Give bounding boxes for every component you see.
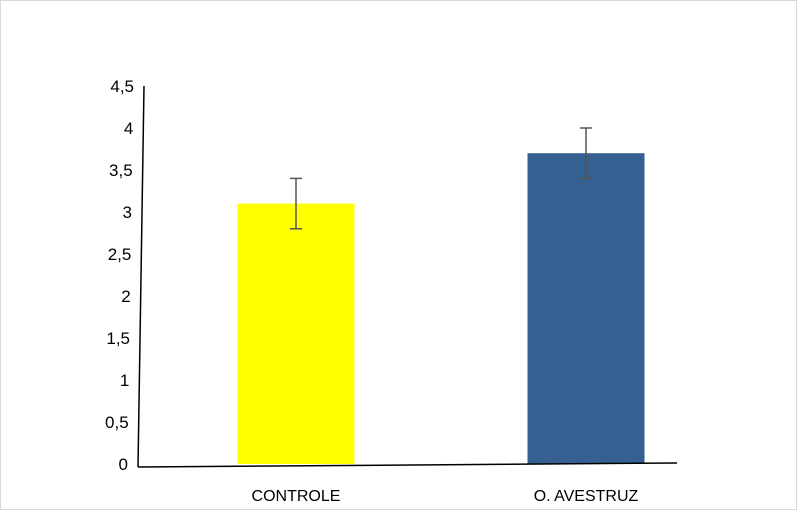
- bar-o-avestruz: [527, 153, 645, 464]
- y-tick-label: 2: [121, 287, 130, 306]
- y-tick-label: 0: [119, 455, 128, 474]
- y-tick-label: 3: [123, 203, 132, 222]
- y-axis-line: [137, 85, 145, 468]
- x-category-label: O. AVESTRUZ: [534, 488, 639, 505]
- y-tick-label: 4,5: [110, 77, 134, 96]
- y-tick-label: 3,5: [109, 161, 133, 180]
- y-tick-label: 0,5: [105, 413, 129, 432]
- y-tick-label: 1: [120, 371, 129, 390]
- y-tick-label: 2,5: [108, 245, 132, 264]
- x-category-label: CONTROLE: [252, 488, 341, 505]
- y-tick-label: 4: [124, 119, 133, 138]
- y-tick-label: 1,5: [106, 329, 130, 348]
- bar-controle: [237, 203, 355, 464]
- x-axis-line: [137, 462, 678, 468]
